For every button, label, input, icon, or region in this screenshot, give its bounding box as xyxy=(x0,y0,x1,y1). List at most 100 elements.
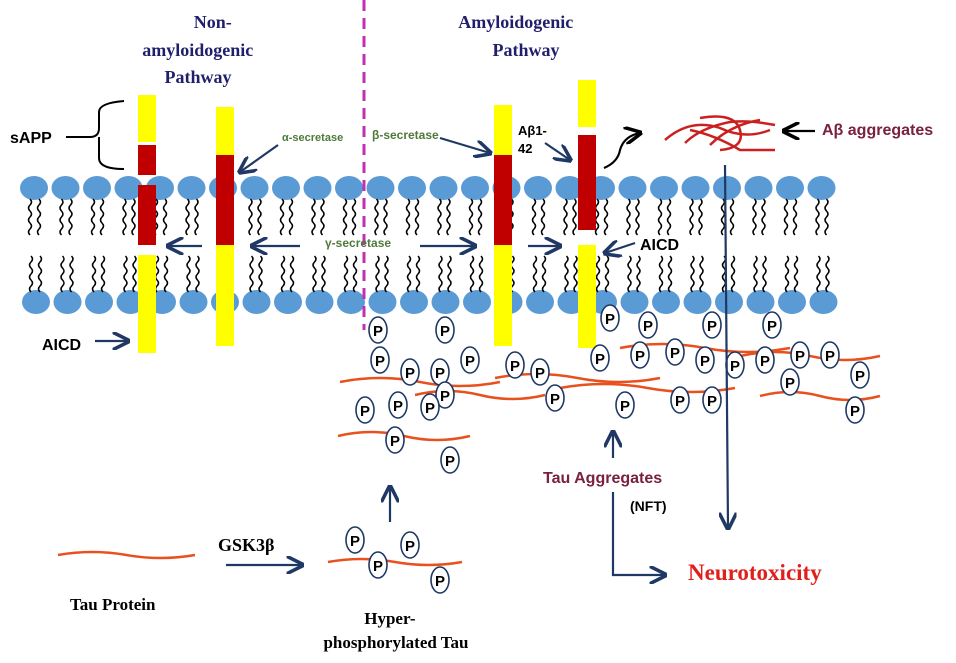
phosphate-label: P xyxy=(360,403,370,420)
lipid-tail xyxy=(406,255,412,293)
lipid-tail xyxy=(469,255,475,293)
phosphate-circle xyxy=(702,311,722,339)
lipid-head xyxy=(461,176,489,200)
phosphate-circle xyxy=(420,393,440,421)
lipid-tail xyxy=(753,255,758,293)
phosphate-label: P xyxy=(465,353,475,370)
lipid-head xyxy=(683,290,712,314)
beta-secretase-label: β-secretase xyxy=(372,128,439,142)
lipid-tail xyxy=(730,255,736,293)
lipid-tail xyxy=(321,255,326,293)
lipid-head xyxy=(53,290,82,314)
aicd-right-label: AICD xyxy=(640,237,679,254)
gsk3b-label: GSK3β xyxy=(218,535,275,555)
lipid-tail xyxy=(311,198,316,236)
sapp-brace xyxy=(66,100,125,170)
lipid-head xyxy=(398,176,426,200)
phosphate-label: P xyxy=(535,365,545,382)
lipid-head xyxy=(368,290,397,314)
lipid-tail xyxy=(186,255,191,293)
lipid-tail xyxy=(783,198,789,236)
lipid-head xyxy=(305,290,334,314)
phosphate-label: P xyxy=(350,533,360,550)
lipid-tail xyxy=(36,198,42,236)
lipid-tail xyxy=(825,255,830,293)
phosphate-circle xyxy=(368,316,388,344)
app-segment xyxy=(578,80,596,127)
lipid-tail xyxy=(351,198,357,236)
phosphate-label: P xyxy=(855,368,865,385)
phosphate-label: P xyxy=(405,365,415,382)
lipid-head xyxy=(272,176,300,200)
tau-strand xyxy=(327,557,463,567)
lipid-tail xyxy=(248,198,253,236)
phosphate-circle xyxy=(600,304,620,332)
lipid-head xyxy=(83,176,111,200)
lipid-tail xyxy=(384,255,389,293)
abeta-aggregates xyxy=(664,115,776,152)
lipid-head xyxy=(713,176,741,200)
lipid-tail xyxy=(721,255,727,293)
phosphate-circle xyxy=(400,358,420,386)
app-proteins xyxy=(138,80,596,353)
lipid-tail xyxy=(194,198,199,236)
phosphate-circle xyxy=(780,368,800,396)
phosphate-label: P xyxy=(605,311,615,328)
lipid-tail xyxy=(60,255,65,293)
lipid-tail xyxy=(635,198,640,236)
phosphate-circle xyxy=(762,311,782,339)
lipid-tail xyxy=(572,198,577,236)
non-amyloid-title: Non- amyloidogenic Pathway xyxy=(142,12,258,87)
phosphate-label: P xyxy=(707,318,717,335)
phosphate-label: P xyxy=(440,388,450,405)
phosphate-circle xyxy=(370,346,390,374)
phosphate-circle xyxy=(755,346,775,374)
lipid-tail xyxy=(564,255,569,293)
lipid-tail xyxy=(540,198,546,236)
lipid-tail xyxy=(90,198,96,236)
phosphate-label: P xyxy=(795,348,805,365)
lipid-head xyxy=(116,290,145,314)
lipid-tail xyxy=(532,255,538,293)
phosphate-circle xyxy=(368,551,388,579)
phosphate-circle xyxy=(665,338,685,366)
phosphate-label: P xyxy=(375,353,385,370)
lipid-head xyxy=(778,290,806,314)
phosphate-circle xyxy=(460,346,480,374)
lipid-tail xyxy=(510,255,515,293)
app-segment xyxy=(216,245,234,346)
lipid-head xyxy=(85,290,113,314)
lipid-head xyxy=(400,290,428,314)
lipid-tail xyxy=(28,255,34,293)
app-segment xyxy=(494,105,512,155)
phosphate-circle xyxy=(345,526,365,554)
lipid-tail xyxy=(603,198,609,236)
lipid-head xyxy=(431,290,460,314)
lipid-tail xyxy=(123,255,128,293)
phosphate-circle xyxy=(545,384,565,412)
lipid-tail xyxy=(374,198,379,236)
lipid-tail xyxy=(415,255,421,293)
lipid-tail xyxy=(468,198,474,236)
phosphate-circle xyxy=(355,396,375,424)
lipid-head xyxy=(20,176,48,200)
lipid-head xyxy=(429,176,458,200)
phosphate-circle xyxy=(530,358,550,386)
lipid-tail xyxy=(477,198,483,236)
lipid-tail xyxy=(383,198,388,236)
lipid-tail xyxy=(667,255,673,293)
lipid-head xyxy=(463,290,491,314)
black-arrows xyxy=(603,131,815,170)
lipid-head xyxy=(715,290,743,314)
lipid-head xyxy=(240,176,269,200)
tau-protein-label: Tau Protein xyxy=(70,595,156,614)
lipid-tail xyxy=(69,255,74,293)
phosphate-label: P xyxy=(440,323,450,340)
lipid-head xyxy=(526,290,554,314)
lipid-tail xyxy=(352,255,358,293)
lipid-head xyxy=(746,290,775,314)
lipid-tail xyxy=(68,198,73,236)
lipid-tail xyxy=(91,255,97,293)
lipid-tail xyxy=(446,198,451,236)
